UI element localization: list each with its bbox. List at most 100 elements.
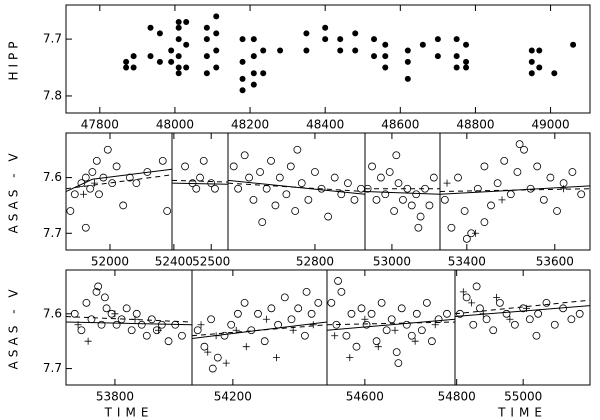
point (502, 309, 511, 318)
point (207, 179, 216, 188)
plot-area (440, 140, 590, 243)
x-axis-label: TIME (497, 406, 547, 420)
point (462, 234, 471, 243)
panel: 52000 7.6 7.7 ASAS - V (7, 132, 173, 269)
point (181, 162, 189, 171)
point (164, 337, 173, 346)
point (84, 337, 92, 345)
point (463, 64, 470, 71)
point (240, 298, 249, 307)
point (357, 304, 366, 313)
point (397, 304, 406, 313)
x-tick-label: 54600 (346, 390, 384, 404)
point (80, 190, 88, 198)
axes-frame (171, 132, 229, 251)
point (498, 196, 506, 204)
fit-line (66, 316, 192, 323)
panel: 53800 7.6 7.7 ASAS - V TIME (7, 269, 193, 420)
point (560, 185, 568, 193)
point (377, 298, 386, 307)
x-tick-label: 54200 (214, 390, 252, 404)
x-tick-label: 53600 (536, 255, 574, 269)
y-axis-label: HIPP (7, 37, 21, 80)
point (528, 70, 535, 77)
point (200, 342, 209, 351)
point (100, 293, 109, 302)
point (280, 293, 289, 302)
point (525, 315, 534, 324)
point (95, 190, 103, 199)
point (282, 190, 291, 199)
point (382, 326, 391, 335)
point (311, 168, 319, 176)
x-tick-label: 53000 (373, 255, 411, 269)
panel: 52400 52500 (155, 132, 230, 269)
point (123, 58, 130, 65)
point (425, 201, 434, 210)
point (108, 179, 117, 188)
point (528, 58, 535, 65)
point (322, 36, 329, 43)
panel: 47800 48000 48200 48400 48600 48800 49000 7.7 7.… (7, 4, 591, 132)
point (453, 64, 460, 71)
point (352, 47, 359, 54)
point (322, 24, 329, 31)
point (447, 223, 456, 232)
y-axis-label: ASAS - V (7, 285, 21, 369)
fit-line (327, 321, 455, 326)
y-axis-label: ASAS - V (7, 149, 21, 233)
plot-area (228, 145, 365, 227)
plot-area (66, 282, 192, 346)
point (472, 229, 480, 237)
point (416, 212, 425, 221)
panel: 54200 (191, 269, 328, 404)
point (262, 184, 271, 193)
point (453, 36, 460, 43)
point (387, 315, 396, 324)
point (127, 326, 136, 335)
point (94, 282, 103, 291)
plot-area (192, 288, 327, 373)
point (130, 53, 137, 60)
point (193, 326, 202, 335)
point (309, 321, 317, 329)
point (81, 173, 90, 182)
point (178, 331, 186, 340)
point (175, 36, 182, 43)
axes-frame (454, 269, 591, 386)
point (256, 168, 264, 176)
plot-area (123, 13, 577, 94)
point (352, 30, 359, 37)
point (314, 298, 323, 307)
point (213, 353, 222, 362)
point (304, 195, 313, 204)
point (382, 41, 389, 48)
point (434, 53, 441, 60)
point (570, 41, 577, 48)
point (82, 298, 91, 307)
point (239, 58, 246, 65)
point (469, 320, 478, 329)
point (303, 30, 310, 37)
x-tick-label: 48400 (306, 118, 344, 132)
point (506, 190, 515, 199)
point (196, 173, 204, 182)
point (137, 320, 146, 329)
point (372, 337, 381, 346)
panel: 53000 (364, 132, 441, 269)
point (376, 173, 385, 182)
point (550, 320, 559, 329)
point (122, 304, 131, 313)
point (197, 321, 205, 329)
point (112, 320, 121, 329)
point (260, 337, 269, 346)
point (147, 53, 154, 60)
plot-area (327, 277, 455, 367)
point (119, 201, 128, 210)
fit-line (455, 305, 590, 318)
point (92, 288, 101, 296)
point (337, 190, 346, 199)
x-tick-label: 48600 (381, 118, 419, 132)
point (204, 348, 212, 356)
panel: 53400 53600 (439, 132, 591, 269)
